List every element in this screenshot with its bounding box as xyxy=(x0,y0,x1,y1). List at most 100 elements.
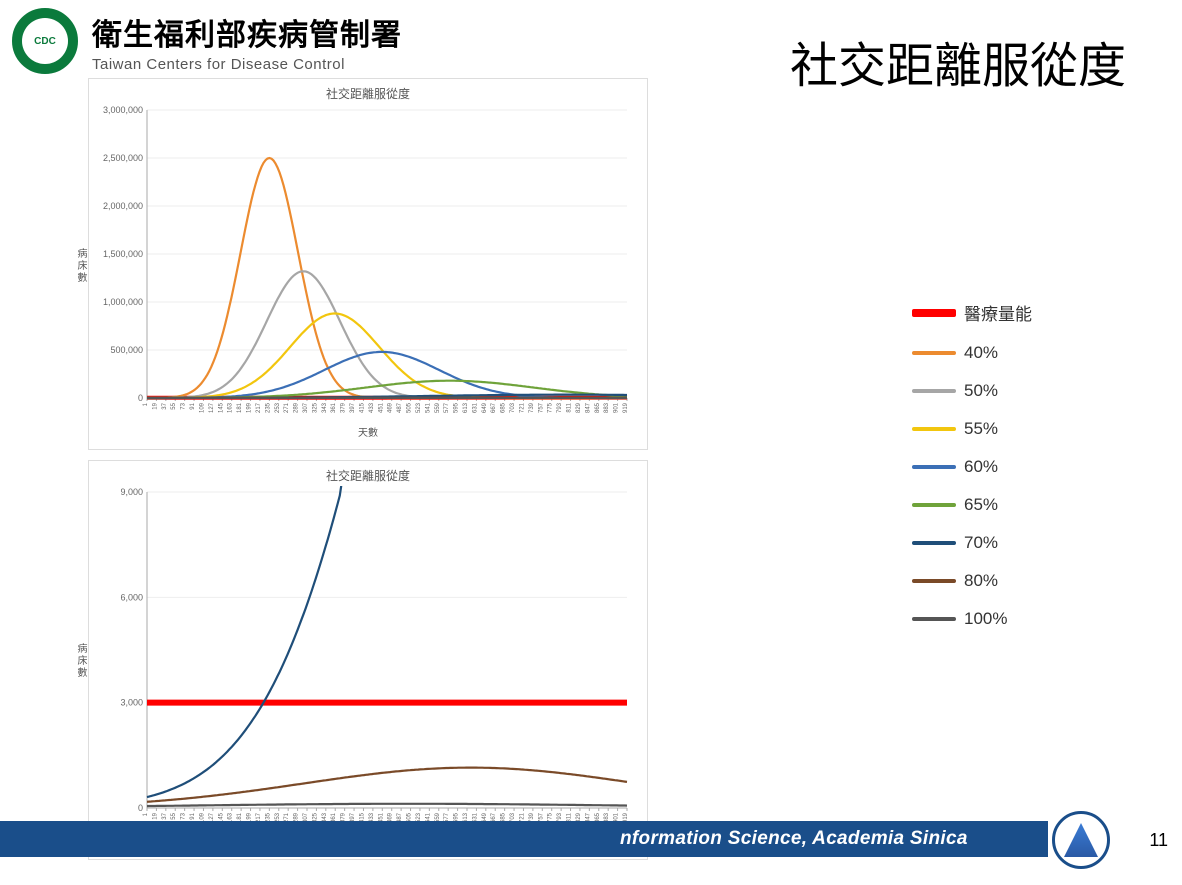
svg-text:703: 703 xyxy=(510,402,516,413)
svg-text:613: 613 xyxy=(463,402,469,413)
legend-swatch xyxy=(912,309,956,317)
svg-text:109: 109 xyxy=(199,402,205,413)
svg-text:415: 415 xyxy=(359,402,365,413)
svg-text:829: 829 xyxy=(576,402,582,413)
chart-bottom-svg: 03,0006,0009,000119375573911091271451631… xyxy=(95,486,635,834)
legend-swatch xyxy=(912,427,956,431)
org-name-en: Taiwan Centers for Disease Control xyxy=(92,56,402,73)
svg-text:541: 541 xyxy=(425,402,431,413)
legend-swatch xyxy=(912,541,956,545)
svg-text:1,500,000: 1,500,000 xyxy=(103,249,143,259)
svg-text:649: 649 xyxy=(482,402,488,413)
academia-sinica-logo-icon xyxy=(1052,811,1110,869)
legend-item: 70% xyxy=(912,533,1032,553)
chart-top-ylabel: 病床數 xyxy=(73,248,88,284)
svg-text:73: 73 xyxy=(181,812,187,819)
svg-text:3,000: 3,000 xyxy=(120,698,143,708)
svg-text:289: 289 xyxy=(294,402,300,413)
svg-text:1,000,000: 1,000,000 xyxy=(103,297,143,307)
legend-label: 70% xyxy=(964,533,998,553)
org-name-cn: 衛生福利部疾病管制署 xyxy=(92,10,402,54)
legend-item: 60% xyxy=(912,457,1032,477)
svg-text:469: 469 xyxy=(388,402,394,413)
svg-text:2,500,000: 2,500,000 xyxy=(103,153,143,163)
footer-text: nformation Science, Academia Sinica xyxy=(620,828,968,850)
legend-label: 80% xyxy=(964,571,998,591)
svg-text:721: 721 xyxy=(519,402,525,413)
svg-text:361: 361 xyxy=(331,402,337,413)
svg-text:163: 163 xyxy=(228,402,234,413)
legend-swatch xyxy=(912,503,956,507)
svg-text:37: 37 xyxy=(162,812,168,819)
svg-text:0: 0 xyxy=(138,393,143,403)
legend-label: 100% xyxy=(964,609,1007,629)
svg-text:307: 307 xyxy=(303,402,309,413)
chart-top: 社交距離服從度 病床數 0500,0001,000,0001,500,0002,… xyxy=(88,78,648,450)
legend-item: 80% xyxy=(912,571,1032,591)
svg-text:0: 0 xyxy=(138,803,143,813)
svg-text:2,000,000: 2,000,000 xyxy=(103,201,143,211)
org-title-block: 衛生福利部疾病管制署 Taiwan Centers for Disease Co… xyxy=(92,10,402,73)
cdc-logo-text: CDC xyxy=(22,18,68,64)
svg-text:3,000,000: 3,000,000 xyxy=(103,105,143,115)
svg-text:91: 91 xyxy=(190,402,196,409)
svg-text:181: 181 xyxy=(237,402,243,413)
legend-item: 55% xyxy=(912,419,1032,439)
legend-item: 65% xyxy=(912,495,1032,515)
chart-bottom: 社交距離服從度 病床數 03,0006,0009,000119375573911… xyxy=(88,460,648,860)
svg-text:55: 55 xyxy=(171,402,177,409)
svg-text:19: 19 xyxy=(152,812,158,819)
svg-text:379: 379 xyxy=(341,402,347,413)
legend-swatch xyxy=(912,617,956,621)
slide-title: 社交距離服從度 xyxy=(790,26,1126,96)
svg-text:667: 667 xyxy=(491,402,497,413)
chart-top-xlabel: 天數 xyxy=(95,424,641,439)
svg-text:73: 73 xyxy=(181,402,187,409)
svg-text:1: 1 xyxy=(143,402,149,406)
chart-bottom-title: 社交距離服從度 xyxy=(95,467,641,484)
svg-text:595: 595 xyxy=(454,402,460,413)
svg-text:19: 19 xyxy=(152,402,158,409)
legend-swatch xyxy=(912,351,956,355)
page-number: 11 xyxy=(1149,830,1168,851)
legend-label: 50% xyxy=(964,381,998,401)
svg-text:847: 847 xyxy=(585,402,591,413)
svg-text:811: 811 xyxy=(567,402,573,412)
svg-text:559: 559 xyxy=(435,402,441,413)
svg-text:127: 127 xyxy=(209,402,215,413)
svg-text:919: 919 xyxy=(623,402,629,413)
svg-text:487: 487 xyxy=(397,402,403,413)
chart-top-title: 社交距離服從度 xyxy=(95,85,641,102)
svg-text:397: 397 xyxy=(350,402,356,413)
svg-text:793: 793 xyxy=(557,402,563,413)
legend-item: 100% xyxy=(912,609,1032,629)
svg-text:91: 91 xyxy=(190,812,196,819)
svg-text:235: 235 xyxy=(265,402,271,413)
legend-item: 醫療量能 xyxy=(912,300,1032,325)
triangle-icon xyxy=(1064,823,1098,857)
legend-swatch xyxy=(912,465,956,469)
svg-text:577: 577 xyxy=(444,402,450,413)
legend-label: 40% xyxy=(964,343,998,363)
svg-text:343: 343 xyxy=(322,402,328,413)
legend-item: 40% xyxy=(912,343,1032,363)
legend-item: 50% xyxy=(912,381,1032,401)
svg-text:217: 217 xyxy=(256,402,262,413)
svg-text:271: 271 xyxy=(284,402,290,413)
svg-text:775: 775 xyxy=(548,402,554,413)
charts-column: 社交距離服從度 病床數 0500,0001,000,0001,500,0002,… xyxy=(88,78,648,870)
svg-text:901: 901 xyxy=(614,402,620,413)
footer-bar: nformation Science, Academia Sinica xyxy=(0,821,1048,857)
svg-text:451: 451 xyxy=(378,402,384,413)
legend-label: 65% xyxy=(964,495,998,515)
svg-text:505: 505 xyxy=(407,402,413,413)
svg-text:145: 145 xyxy=(218,402,224,413)
svg-text:9,000: 9,000 xyxy=(120,487,143,497)
legend-swatch xyxy=(912,389,956,393)
svg-text:253: 253 xyxy=(275,402,281,413)
legend-swatch xyxy=(912,579,956,583)
svg-text:883: 883 xyxy=(604,402,610,413)
svg-text:199: 199 xyxy=(247,402,253,413)
legend: 醫療量能 40% 50% 55% 60% 65% 70% 80% 100% xyxy=(912,300,1032,647)
svg-text:739: 739 xyxy=(529,402,535,413)
